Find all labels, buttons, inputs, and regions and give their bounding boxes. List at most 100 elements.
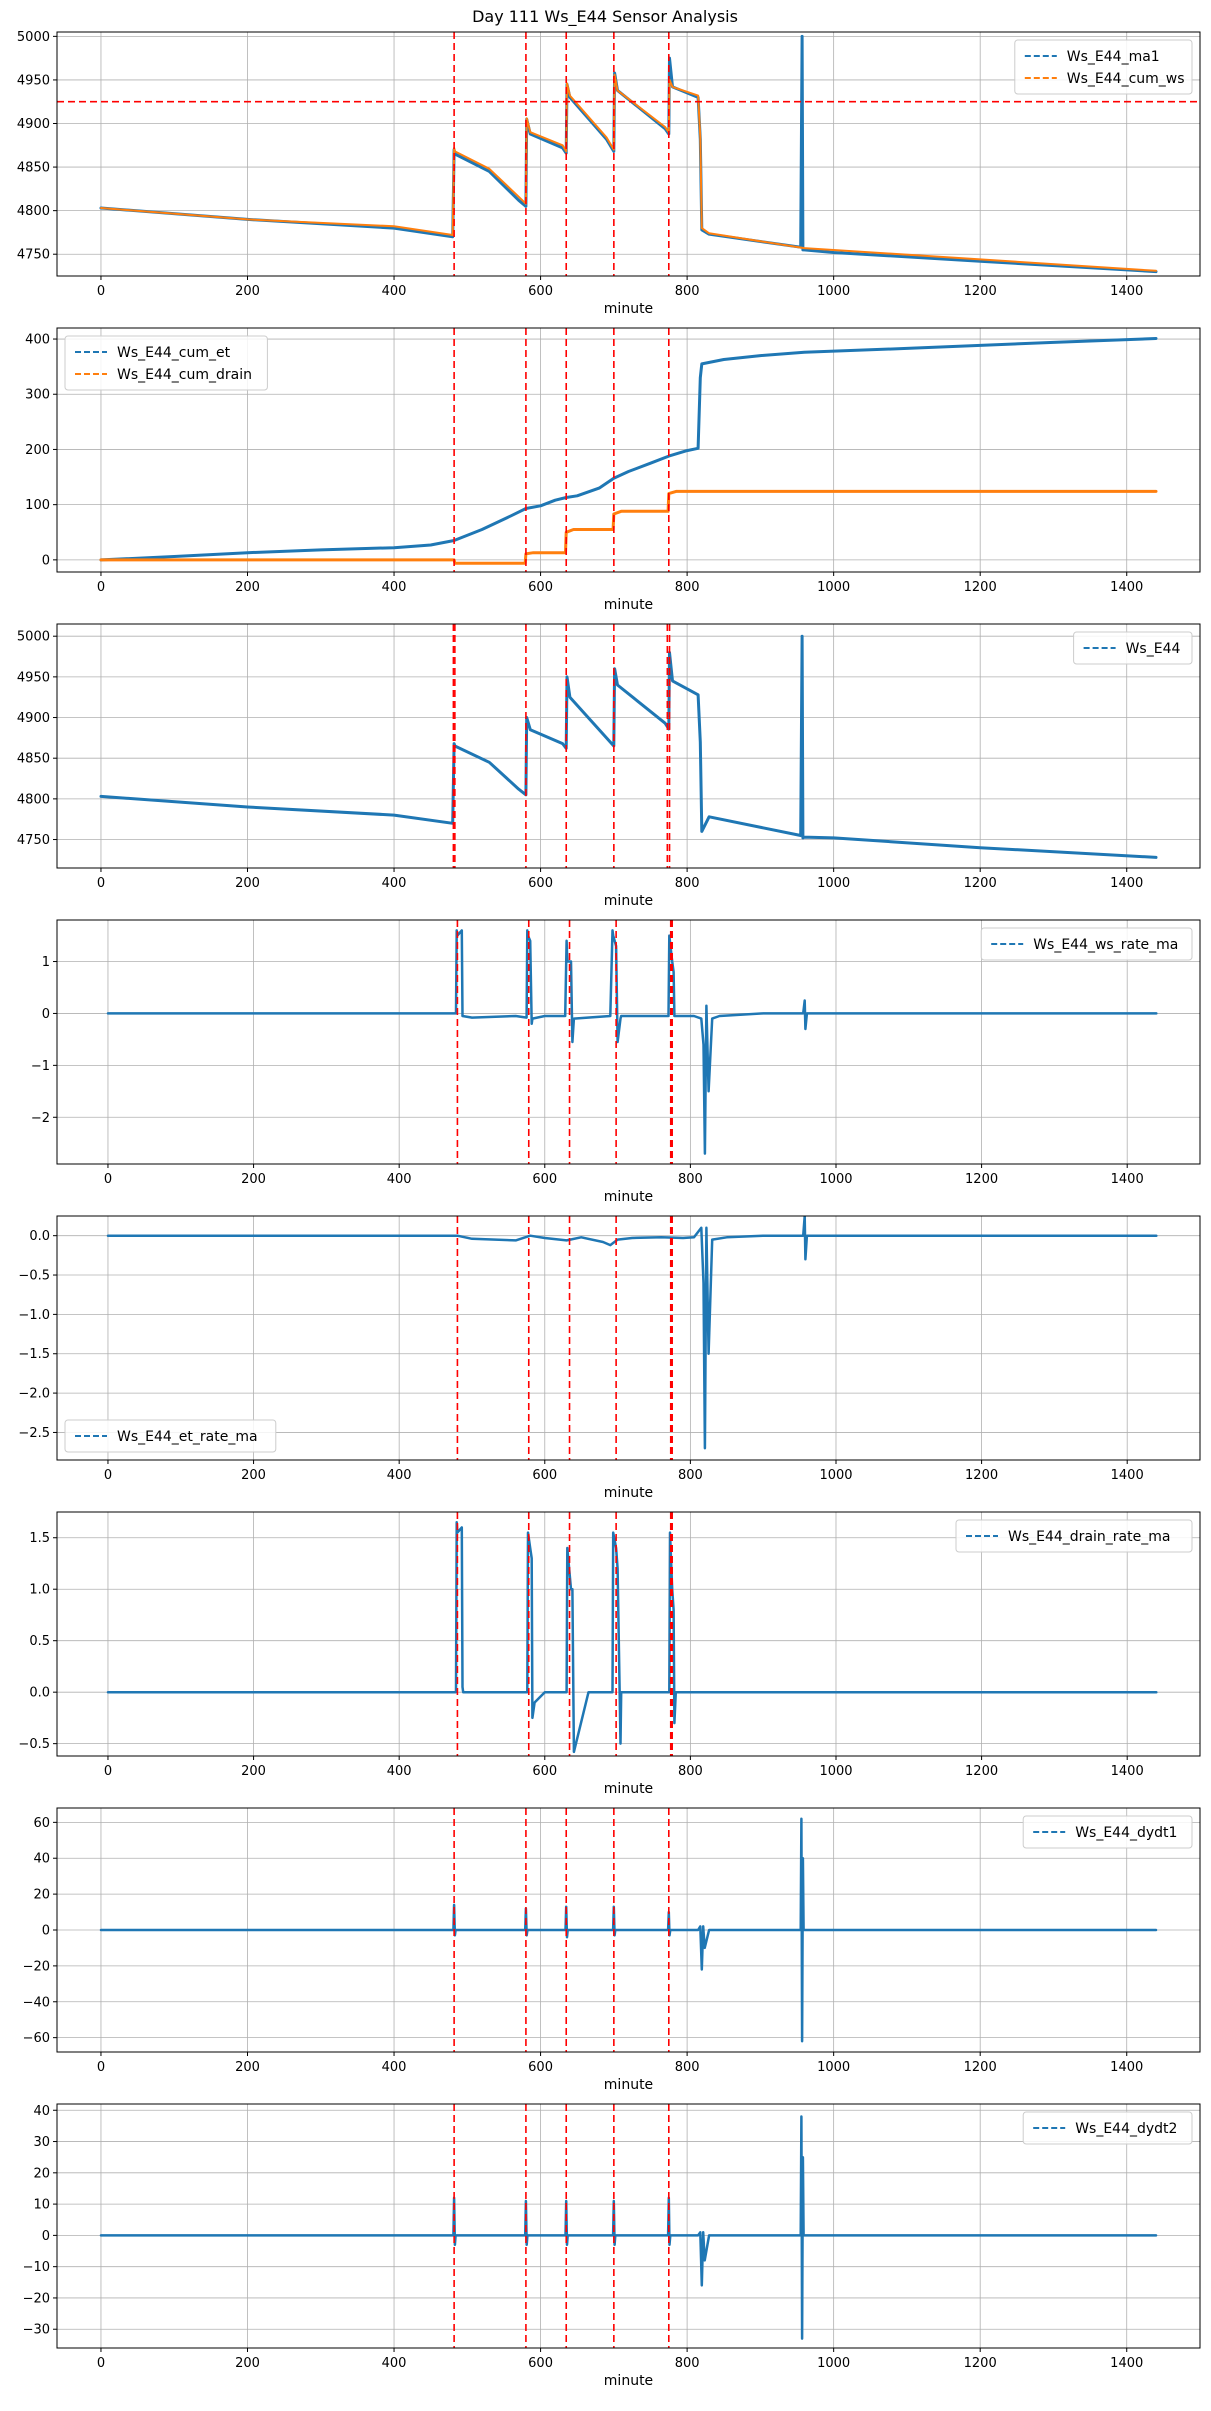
y-tick-label: 0.0 bbox=[29, 1229, 50, 1244]
y-tick-label: −1 bbox=[31, 1059, 50, 1074]
plot-area bbox=[57, 1216, 1200, 1460]
x-tick-label: 1400 bbox=[1110, 284, 1143, 299]
y-tick-label: −40 bbox=[23, 1995, 50, 2010]
series-line-Ws_E44_cum_ws bbox=[100, 73, 1157, 272]
y-tick-label: 4750 bbox=[17, 248, 50, 263]
x-tick-label: 1400 bbox=[1110, 2356, 1143, 2371]
legend-label: Ws_E44_drain_rate_ma bbox=[1008, 1529, 1170, 1545]
y-tick-label: −0.5 bbox=[18, 1737, 50, 1752]
y-tick-label: 40 bbox=[33, 1852, 50, 1867]
y-tick-label: 100 bbox=[25, 498, 50, 513]
x-tick-label: 1000 bbox=[819, 1172, 852, 1187]
axes-frame bbox=[56, 1511, 1201, 1757]
x-tick-label: 0 bbox=[97, 284, 105, 299]
x-tick-label: 600 bbox=[532, 1764, 557, 1779]
legend: Ws_E44_cum_et Ws_E44_cum_drain bbox=[64, 335, 268, 391]
x-tick-label: 200 bbox=[235, 284, 260, 299]
legend-label: Ws_E44_et_rate_ma bbox=[117, 1429, 258, 1445]
x-tick-label: 800 bbox=[678, 1468, 703, 1483]
y-tick-label: 0 bbox=[42, 1007, 50, 1022]
x-tick-label: 200 bbox=[235, 876, 260, 891]
axes-frame bbox=[56, 327, 1201, 573]
plot-area bbox=[57, 920, 1200, 1164]
x-tick-label: 200 bbox=[241, 1172, 266, 1187]
x-tick-label: 0 bbox=[104, 1172, 112, 1187]
legend-label: Ws_E44_ws_rate_ma bbox=[1033, 937, 1178, 953]
x-tick-label: 400 bbox=[387, 1172, 412, 1187]
plot-content bbox=[99, 328, 1158, 572]
x-tick-label: 1200 bbox=[964, 876, 997, 891]
x-tick-label: 1000 bbox=[819, 1764, 852, 1779]
x-tick-label: 400 bbox=[382, 876, 407, 891]
chart-panel-2: 0 200 400 600 800 1000 1200 1400 0 100 200 300 400 mi… bbox=[25, 327, 1201, 613]
chart-panel-1: 0 200 400 600 800 1000 1200 1400 4750 4800 4850 490… bbox=[17, 30, 1201, 317]
x-axis-label: minute bbox=[604, 893, 653, 909]
y-tick-label: 1 bbox=[42, 955, 50, 970]
x-tick-label: 1000 bbox=[817, 580, 850, 595]
y-tick-label: 10 bbox=[33, 2198, 50, 2213]
axes-frame bbox=[56, 2103, 1201, 2349]
x-tick-label: 200 bbox=[241, 1764, 266, 1779]
y-tick-label: −30 bbox=[23, 2323, 50, 2338]
x-tick-label: 1200 bbox=[964, 2060, 997, 2075]
x-tick-label: 0 bbox=[104, 1764, 112, 1779]
y-tick-label: 30 bbox=[33, 2135, 50, 2150]
y-tick-label: 400 bbox=[25, 333, 50, 348]
y-tick-label: −60 bbox=[23, 2031, 50, 2046]
legend-label: Ws_E44 bbox=[1126, 641, 1181, 657]
x-tick-label: 1200 bbox=[965, 1764, 998, 1779]
x-tick-label: 600 bbox=[532, 1468, 557, 1483]
legend-box bbox=[1022, 2111, 1193, 2145]
plot-content bbox=[106, 920, 1158, 1164]
chart-panels: 0 200 400 600 800 1000 1200 1400475048004850490… bbox=[17, 30, 1201, 2389]
x-tick-label: 1400 bbox=[1111, 1172, 1144, 1187]
x-axis-label: minute bbox=[604, 1189, 653, 1205]
x-tick-label: 1200 bbox=[964, 284, 997, 299]
y-tick-label: −20 bbox=[23, 1959, 50, 1974]
plot-content bbox=[99, 1808, 1158, 2052]
y-tick-label: 60 bbox=[33, 1816, 50, 1831]
x-axis-label: minute bbox=[604, 301, 653, 317]
y-tick-label: 1.0 bbox=[29, 1583, 50, 1598]
x-tick-label: 600 bbox=[528, 284, 553, 299]
y-tick-label: 4850 bbox=[17, 752, 50, 767]
y-tick-label: 4800 bbox=[17, 204, 50, 219]
y-tick-label: 5000 bbox=[17, 630, 50, 645]
legend-box bbox=[1014, 39, 1193, 95]
series-line-Ws_E44_et_rate_ma bbox=[106, 1216, 1158, 1450]
chart-panel-6: 0 200 400 600 800 1000 1200 1400 1.5 1.0 0.5 0.0 −0.… bbox=[18, 1511, 1201, 1797]
x-tick-label: 1400 bbox=[1110, 876, 1143, 891]
legend-box bbox=[1073, 631, 1193, 665]
y-tick-label: −2 bbox=[31, 1111, 50, 1126]
x-axis-label: minute bbox=[604, 2077, 653, 2093]
x-tick-label: 600 bbox=[528, 2060, 553, 2075]
y-tick-label: 20 bbox=[33, 2166, 50, 2181]
x-tick-label: 1400 bbox=[1110, 2060, 1143, 2075]
x-tick-label: 600 bbox=[528, 580, 553, 595]
series-line-Ws_E44_ws_rate_ma bbox=[106, 929, 1158, 1155]
plot-area bbox=[57, 624, 1200, 868]
x-tick-label: 0 bbox=[104, 1468, 112, 1483]
legend-box bbox=[64, 335, 268, 391]
x-tick-label: 1000 bbox=[819, 1468, 852, 1483]
y-tick-label: −1.0 bbox=[18, 1308, 50, 1323]
legend-box bbox=[955, 1519, 1193, 1553]
axes-frame bbox=[56, 919, 1201, 1165]
x-tick-label: 200 bbox=[241, 1468, 266, 1483]
x-tick-label: 1200 bbox=[964, 580, 997, 595]
x-axis-label: minute bbox=[604, 597, 653, 613]
legend-label: Ws_E44_ma1 bbox=[1067, 49, 1160, 65]
x-tick-label: 800 bbox=[675, 284, 700, 299]
y-tick-label: 4950 bbox=[17, 73, 50, 88]
chart-panel-5: 0 200 400 600 800 1000 1200 1400 0.0 −0.5 −1.0 −1.5… bbox=[18, 1215, 1201, 1501]
legend: Ws_E44_ma1 Ws_E44_cum_ws bbox=[1014, 39, 1193, 95]
y-tick-label: 4950 bbox=[17, 670, 50, 685]
x-tick-label: 200 bbox=[235, 2060, 260, 2075]
y-tick-label: 20 bbox=[33, 1888, 50, 1903]
legend-label: Ws_E44_cum_et bbox=[117, 345, 231, 361]
x-tick-label: 1000 bbox=[817, 284, 850, 299]
y-tick-label: 40 bbox=[33, 2104, 50, 2119]
x-tick-label: 600 bbox=[528, 2356, 553, 2371]
legend: Ws_E44_drain_rate_ma bbox=[955, 1519, 1193, 1553]
